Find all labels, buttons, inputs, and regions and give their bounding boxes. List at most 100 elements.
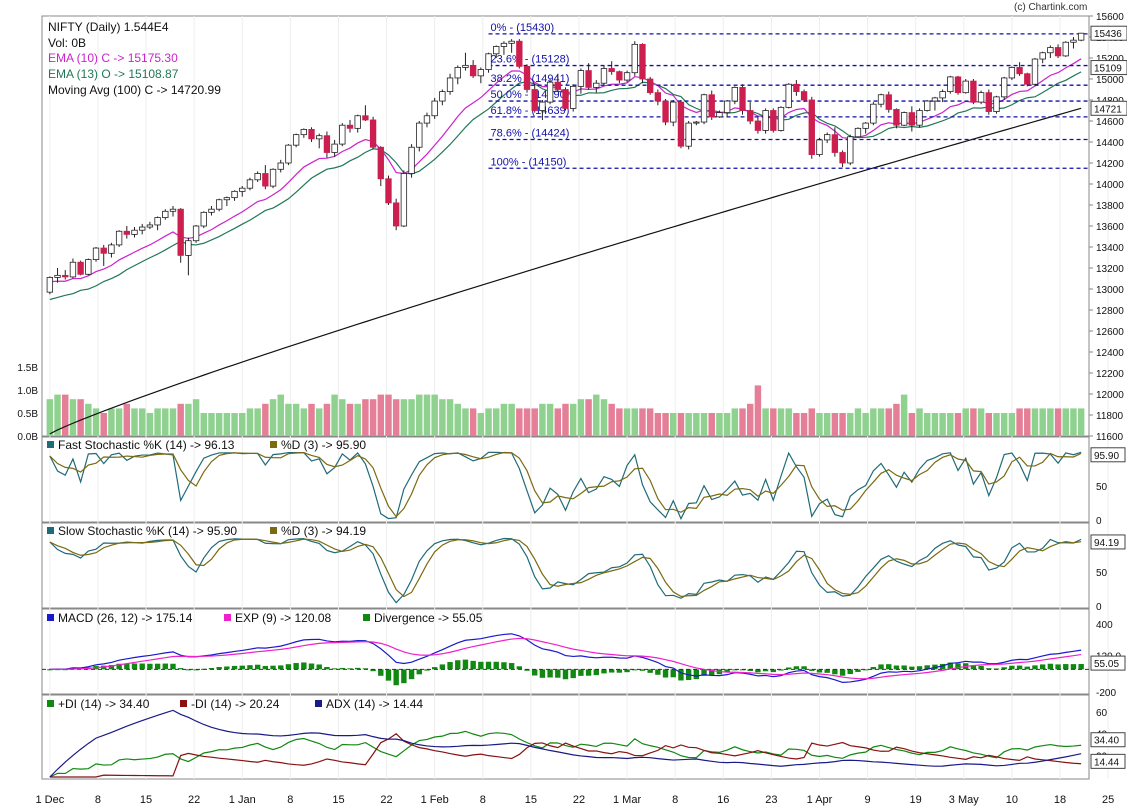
dmi-tag-label: 34.40 — [1094, 736, 1119, 747]
divergence-bar — [747, 669, 753, 672]
volume-bar — [146, 413, 154, 436]
volume-bar — [739, 408, 746, 436]
volume-bar — [331, 394, 338, 436]
divergence-bar — [108, 665, 115, 670]
volume-bar — [962, 408, 969, 436]
volume-bar — [746, 403, 754, 436]
volume-bar — [616, 408, 623, 436]
volume-bar — [69, 399, 77, 436]
divergence-bar — [647, 669, 653, 673]
candle-body — [285, 144, 292, 164]
fast-k-line — [49, 451, 1082, 521]
divergence-bar — [1001, 667, 1007, 670]
candle-body — [554, 81, 561, 90]
divergence-bar — [147, 663, 153, 670]
panel-frame-4 — [41, 694, 1090, 780]
divergence-bar — [424, 669, 430, 671]
candle-body — [870, 103, 877, 124]
volume-bar — [200, 413, 208, 436]
candle-body — [1070, 39, 1077, 43]
candle-body — [362, 115, 369, 121]
candle-body — [654, 92, 662, 102]
volume-bar — [862, 413, 869, 436]
volume-bar — [431, 394, 438, 436]
candle-body — [92, 247, 100, 261]
candle-body — [1001, 77, 1008, 98]
price-tick-label: 14000 — [1096, 180, 1124, 191]
panel-frame-2 — [41, 522, 1090, 609]
price-tick-label: 15600 — [1096, 12, 1124, 23]
divergence-bar — [886, 664, 892, 670]
candle-body — [108, 244, 115, 254]
volume-bar — [154, 408, 161, 436]
volume-bar — [446, 399, 454, 436]
candle-body — [777, 106, 785, 131]
candle-body — [139, 226, 146, 231]
candle-body — [177, 208, 184, 256]
divergence-bar — [578, 669, 584, 676]
candle-body — [408, 146, 415, 174]
volume-bar — [100, 413, 107, 436]
candle-body — [431, 100, 438, 117]
candle-body — [977, 92, 985, 103]
exp-swatch — [224, 614, 231, 621]
divergence-bar — [608, 669, 615, 673]
candle-body — [262, 173, 269, 187]
price-tag-label: 15109 — [1094, 64, 1122, 75]
slow-d-swatch — [270, 527, 277, 534]
div-swatch — [363, 614, 370, 621]
volume-bar — [985, 413, 993, 436]
candle-body — [154, 217, 161, 226]
divergence-bar — [916, 666, 923, 670]
volume-bar — [392, 399, 400, 436]
volume-bar — [531, 408, 538, 436]
volume-bar — [408, 399, 415, 436]
candle-body — [339, 124, 346, 145]
candle-body — [469, 64, 477, 77]
candle-body — [639, 43, 646, 80]
mdi-line — [49, 732, 1082, 778]
price-tag-label: 14721 — [1094, 104, 1122, 115]
price-tick-label: 15000 — [1096, 75, 1124, 86]
volume-bar — [577, 399, 585, 436]
volume-bar — [362, 399, 369, 436]
x-tick-label: 10 — [1006, 794, 1018, 806]
candle-body — [908, 112, 916, 126]
volume-bar — [700, 413, 708, 436]
exp-line — [49, 637, 1082, 680]
panel-frame-3 — [41, 608, 1090, 695]
volume-bar — [800, 413, 808, 436]
volume-bar — [462, 408, 469, 436]
divergence-bar — [970, 665, 977, 670]
divergence-bar — [516, 666, 523, 670]
divergence-bar — [378, 669, 384, 676]
volume-bar — [208, 413, 215, 436]
candle-body — [716, 112, 723, 118]
x-tick-label: 1 Apr — [807, 794, 833, 806]
candle-body — [847, 136, 854, 164]
x-tick-label: 18 — [1054, 794, 1066, 806]
divergence-bar — [162, 663, 168, 670]
volume-bar — [323, 403, 331, 436]
volume-bar — [177, 403, 184, 436]
volume-bars — [46, 385, 1085, 436]
divergence-bar — [585, 669, 592, 676]
candle-body — [516, 40, 523, 67]
volume-bar — [654, 413, 662, 436]
divergence-bar — [124, 663, 130, 670]
candle-body — [693, 121, 700, 124]
panel-frame-1 — [41, 436, 1090, 523]
volume-bar — [231, 413, 238, 436]
volume-bar — [808, 408, 816, 436]
volume-bar — [546, 403, 554, 436]
candle-body — [331, 143, 338, 153]
candle-body — [369, 119, 377, 148]
copyright: (c) Chartink.com — [1014, 2, 1087, 13]
divergence-bar — [832, 669, 838, 675]
divergence-bar — [270, 665, 276, 670]
stoch-tag-label: 94.19 — [1094, 538, 1119, 549]
divergence-bar — [532, 669, 538, 676]
divergence-bar — [416, 669, 422, 675]
candle-body — [831, 134, 839, 153]
candle-body — [508, 40, 515, 44]
